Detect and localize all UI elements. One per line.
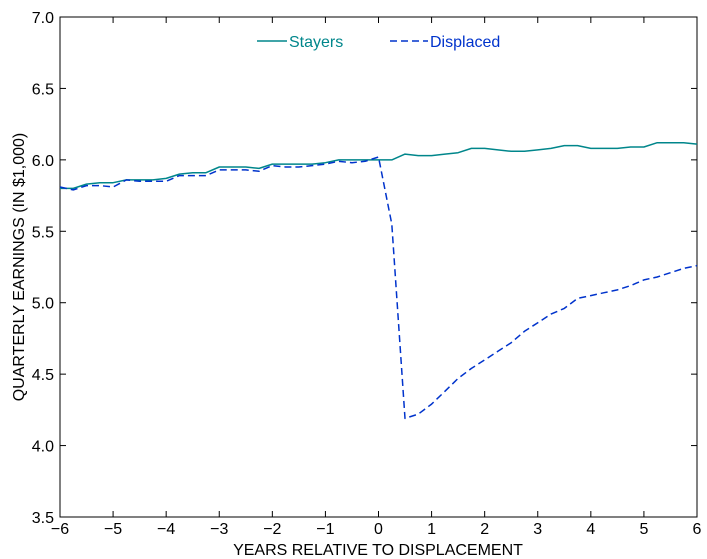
y-tick-label: 3.5 [32,510,54,527]
y-tick-label: 7.0 [32,10,54,27]
x-axis-title: YEARS RELATIVE TO DISPLACEMENT [233,542,523,559]
x-tick-label: 0 [374,521,383,538]
y-tick-label: 5.0 [32,296,54,313]
x-tick-label: −4 [157,521,175,538]
y-tick-label: 4.0 [32,439,54,456]
x-tick-label: −1 [316,521,334,538]
y-axis-title: QUARTERLY EARNINGS (IN $1,000) [11,133,28,402]
series-layer [59,141,698,420]
legend-label-displaced: Displaced [430,34,500,51]
x-tick-label: −5 [104,521,122,538]
x-tick-label: −6 [51,521,69,538]
y-tick-label: 5.5 [32,224,54,241]
x-tick-label: −2 [263,521,281,538]
series-line-stayers [60,141,698,190]
x-tick-label: 1 [427,521,436,538]
x-tick-label: 6 [693,521,702,538]
x-tick-label: −3 [210,521,228,538]
series-line-displaced [59,156,698,420]
y-tick-label: 6.0 [32,153,54,170]
x-tick-label: 3 [533,521,542,538]
x-tick-label: 5 [639,521,648,538]
x-tick-label: 2 [480,521,489,538]
legend: Stayers Displaced [257,34,500,51]
tick-labels: −6 −5 −4 −3 −2 −1 0 1 2 3 4 5 6 3.5 4.0 4.5 5.0 5.5 6.0 6.5… [32,10,702,538]
x-tick-label: 4 [586,521,595,538]
legend-label-stayers: Stayers [289,34,343,51]
y-tick-label: 4.5 [32,367,54,384]
axis-ticks [59,16,698,518]
plot-area [59,16,698,518]
y-tick-label: 6.5 [32,81,54,98]
